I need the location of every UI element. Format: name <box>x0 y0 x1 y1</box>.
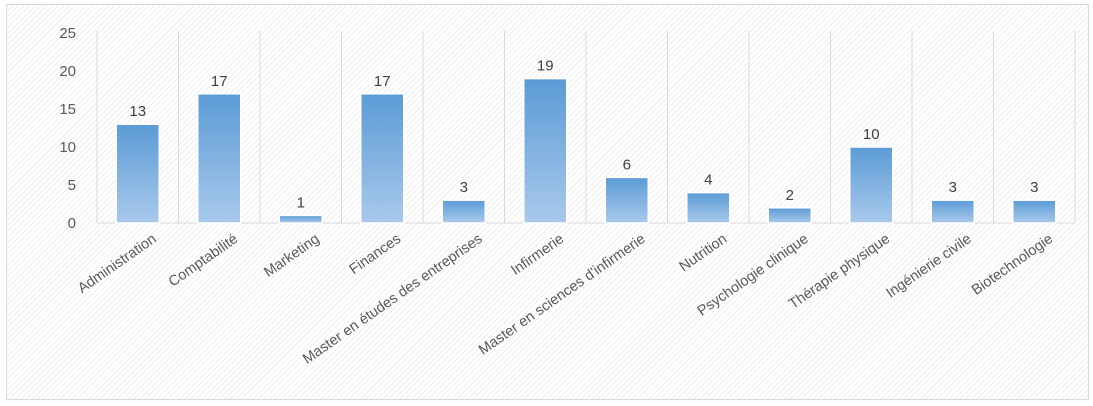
bar <box>604 176 649 224</box>
category-label: Ingénierie civile <box>883 231 974 301</box>
data-label: 3 <box>949 179 957 196</box>
bar <box>441 199 486 224</box>
bars <box>115 77 1057 224</box>
y-tick-label: 10 <box>59 139 76 156</box>
y-tick-label: 5 <box>68 177 76 194</box>
data-label: 19 <box>537 58 554 75</box>
data-labels: 13 17 1 17 3 19 6 4 2 10 3 3 <box>129 58 1038 212</box>
bar <box>278 214 323 224</box>
bar <box>197 93 242 224</box>
bar <box>115 123 160 224</box>
bar <box>523 77 568 224</box>
data-label: 17 <box>211 73 228 90</box>
data-label: 17 <box>374 73 391 90</box>
bar <box>360 93 405 224</box>
data-label: 2 <box>786 187 794 204</box>
category-label: Administration <box>75 231 159 297</box>
y-tick-label: 25 <box>59 25 76 42</box>
category-label: Marketing <box>261 231 322 281</box>
category-label: Comptabilité <box>166 231 241 290</box>
data-label: 4 <box>704 172 712 189</box>
data-label: 10 <box>863 126 880 143</box>
category-label: Nutrition <box>677 231 730 275</box>
category-label: Master en sciences d'infirmerie <box>476 231 649 358</box>
category-label: Finances <box>347 231 404 278</box>
data-label: 3 <box>460 179 468 196</box>
y-tick-label: 20 <box>59 63 76 80</box>
data-label: 1 <box>297 194 305 211</box>
grid-lines <box>96 31 1076 224</box>
x-axis: Administration Comptabilité Marketing Finan… <box>75 231 1056 368</box>
bar <box>1012 199 1057 224</box>
bar <box>849 146 894 224</box>
data-label: 6 <box>623 156 631 173</box>
bar <box>930 199 975 224</box>
y-tick-label: 15 <box>59 101 76 118</box>
category-label: Biotechnologie <box>969 231 1056 299</box>
category-label: Infirmerie <box>508 231 567 279</box>
data-label: 13 <box>129 103 146 120</box>
bar <box>686 191 731 224</box>
y-axis: 0 5 10 15 20 25 <box>59 25 76 232</box>
y-tick-label: 0 <box>68 215 76 232</box>
bar <box>767 207 812 224</box>
data-label: 3 <box>1030 179 1038 196</box>
